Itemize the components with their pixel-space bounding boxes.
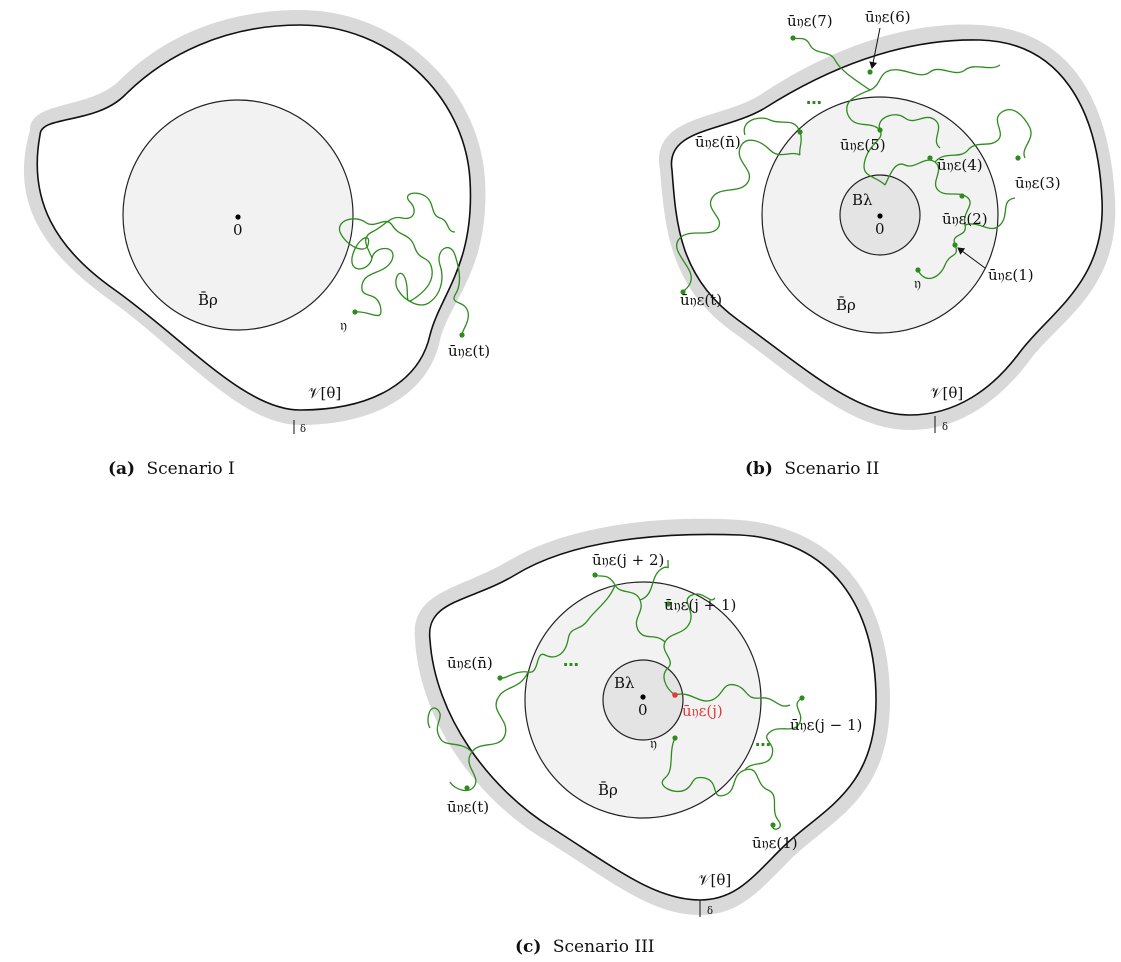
p2-label-b: ū𝔶ε(2)	[942, 210, 988, 228]
p2-point-b	[959, 193, 965, 199]
start-label-a: 𝔶	[340, 316, 347, 334]
pjm1-label-c: ū𝔶ε(j − 1)	[790, 716, 862, 734]
start-label-c: 𝔶	[650, 734, 657, 752]
end-point-a	[459, 332, 465, 338]
delta-label-a: δ	[300, 424, 306, 435]
ball-lambda-c	[602, 659, 684, 741]
origin-label-a: 0	[233, 221, 243, 239]
p1-label-c: ū𝔶ε(1)	[752, 834, 798, 852]
panel-a: 0 B̄ρ 𝔶 ū𝔶ε(t) 𝒱[θ] δ (a) Scenario I	[23, 10, 490, 479]
p6-label-b: ū𝔶ε(6)	[865, 8, 911, 26]
domain-label-b: 𝒱[θ]	[930, 384, 963, 402]
random-path-c	[427, 559, 803, 830]
ball-label-b: B̄ρ	[836, 296, 856, 314]
p3-point-b	[1015, 155, 1021, 161]
random-path-a	[338, 218, 469, 336]
pn-label-c: ū𝔶ε(n̄)	[447, 654, 493, 672]
random-path-b	[676, 37, 1032, 293]
pn-point-c	[497, 675, 503, 681]
panel-b: 0 Bλ B̄ρ ⋯ 𝔶 ū𝔶ε(1) ū𝔶ε(2) ū𝔶ε(3) ū𝔶ε(4)…	[659, 8, 1116, 479]
pjp1-label-c: ū𝔶ε(j + 1)	[664, 596, 736, 614]
p7-label-b: ū𝔶ε(7)	[787, 12, 833, 30]
p1-point-c	[770, 822, 776, 828]
ellipsis-c-1: ⋯	[563, 655, 579, 674]
start-point-b	[915, 267, 921, 273]
caption-a: (a) Scenario I	[108, 459, 235, 479]
start-point-a	[352, 309, 358, 315]
p6-point-b	[867, 69, 873, 75]
domain-label-a: 𝒱[θ]	[308, 384, 341, 402]
start-label-b: 𝔶	[914, 274, 921, 292]
p3-label-b: ū𝔶ε(3)	[1015, 174, 1061, 192]
end-label-c: ū𝔶ε(t)	[447, 798, 489, 816]
delta-label-b: δ	[942, 422, 948, 433]
pjm1-point-c	[799, 695, 805, 701]
p4-point-b	[927, 155, 933, 161]
end-label-b: ū𝔶ε(t)	[680, 291, 722, 309]
origin-point-b	[877, 213, 883, 219]
p6-arrow-b	[869, 27, 881, 69]
p1-arrow-b	[957, 247, 986, 269]
random-path-a-2	[365, 192, 456, 259]
origin-label-c: 0	[638, 701, 648, 719]
end-point-b	[680, 289, 686, 295]
caption-b: (b) Scenario II	[745, 459, 879, 479]
p1-point-b	[952, 242, 958, 248]
inner-ball-label-b: Bλ	[852, 191, 873, 209]
ball-label-c: B̄ρ	[598, 781, 618, 799]
delta-label-c: δ	[707, 906, 713, 917]
p1-label-b: ū𝔶ε(1)	[988, 266, 1034, 284]
caption-c: (c) Scenario III	[515, 937, 655, 957]
pn-point-b	[797, 129, 803, 135]
p4-label-b: ū𝔶ε(4)	[937, 156, 983, 174]
origin-point-c	[640, 694, 646, 700]
inner-ball-label-c: Bλ	[614, 674, 635, 692]
panel-c: 0 Bλ B̄ρ ⋯ ⋯ 𝔶 ū𝔶ε(j) ū𝔶ε(1) ū𝔶ε(j − 1) …	[414, 518, 890, 957]
p7-point-b	[790, 35, 796, 41]
pjp2-label-c: ū𝔶ε(j + 2)	[592, 551, 664, 569]
ellipsis-b: ⋯	[806, 93, 822, 112]
start-point-c	[672, 735, 678, 741]
domain-label-c: 𝒱[θ]	[698, 871, 731, 889]
pjp2-point-c	[592, 572, 598, 578]
origin-point-a	[235, 214, 241, 220]
p5-label-b: ū𝔶ε(5)	[840, 136, 886, 154]
pjp1-point-c	[665, 601, 671, 607]
p5-point-b	[877, 127, 883, 133]
end-label-a: ū𝔶ε(t)	[448, 342, 490, 360]
ball-label-a: B̄ρ	[198, 291, 218, 309]
pj-label-c: ū𝔶ε(j)	[682, 702, 723, 720]
origin-label-b: 0	[875, 220, 885, 238]
ellipsis-c-2: ⋯	[755, 735, 771, 754]
pj-point-c	[672, 692, 678, 698]
end-point-c	[464, 785, 470, 791]
pn-label-b: ū𝔶ε(n̄)	[695, 133, 741, 151]
